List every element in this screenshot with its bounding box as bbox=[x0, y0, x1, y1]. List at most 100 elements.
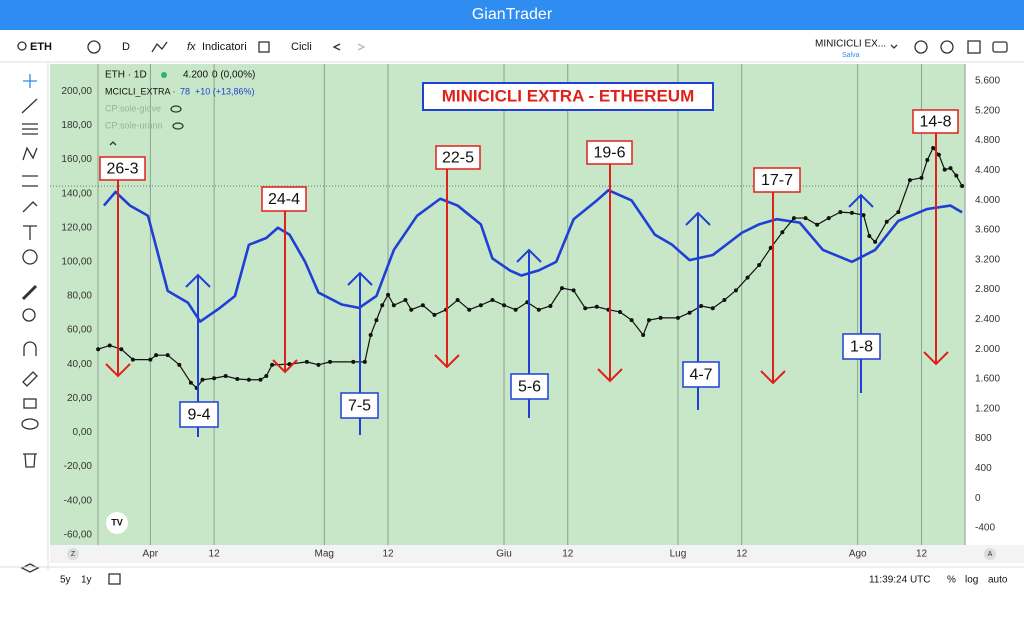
range-button[interactable]: 5y bbox=[60, 575, 71, 586]
scale-button-label[interactable]: Z bbox=[71, 551, 76, 558]
chart-type-icon[interactable] bbox=[151, 41, 168, 53]
undo[interactable] bbox=[332, 43, 341, 51]
legend-indicator: MCICLI_EXTRA · bbox=[105, 86, 176, 96]
cycle-label: 17-7 bbox=[761, 172, 793, 189]
price-point bbox=[223, 374, 228, 379]
price-point bbox=[478, 303, 483, 308]
cycle-label-box bbox=[912, 109, 959, 134]
series-line bbox=[102, 188, 963, 323]
y2-tick-label: 2.400 bbox=[975, 314, 1000, 325]
interval[interactable]: D bbox=[122, 41, 130, 53]
price-point bbox=[925, 157, 930, 162]
price-point bbox=[368, 333, 373, 338]
price-point bbox=[815, 222, 820, 227]
templates-icon[interactable] bbox=[258, 41, 270, 53]
fullscreen-icon[interactable] bbox=[967, 40, 981, 54]
cycle-label: 1-8 bbox=[850, 339, 873, 356]
stay-drawing-tool[interactable] bbox=[22, 371, 38, 387]
collapse-legend[interactable] bbox=[109, 141, 117, 146]
y2-tick-label: 5.600 bbox=[975, 76, 1000, 87]
layout-name[interactable]: MINICICLI EX... bbox=[815, 39, 886, 50]
y2-tick-label: 3.600 bbox=[975, 225, 1000, 236]
magnet-tool[interactable] bbox=[23, 341, 37, 356]
price-point bbox=[780, 230, 785, 235]
price-point bbox=[948, 166, 953, 171]
hidden-indicator[interactable]: CP:sole-giove bbox=[105, 103, 161, 113]
arrow-head bbox=[347, 271, 373, 286]
x-tick-label: 12 bbox=[382, 549, 394, 560]
auto-toggle[interactable]: auto bbox=[988, 575, 1008, 586]
brush-tool[interactable] bbox=[22, 201, 38, 213]
cycle-label: 14-8 bbox=[919, 114, 951, 131]
settings-icon[interactable] bbox=[940, 40, 954, 54]
projection-tool[interactable] bbox=[22, 175, 38, 187]
cycle-label: 7-5 bbox=[348, 398, 371, 415]
pattern-tool[interactable] bbox=[22, 146, 38, 161]
eye-icon[interactable] bbox=[172, 122, 184, 130]
date-range-icon[interactable] bbox=[108, 573, 121, 585]
clock: 11:39:24 UTC bbox=[869, 575, 931, 586]
price-point bbox=[658, 315, 663, 320]
price-point bbox=[768, 245, 773, 250]
scale-button[interactable] bbox=[984, 548, 996, 560]
search-icon[interactable] bbox=[17, 41, 27, 51]
fib-tool[interactable] bbox=[22, 123, 38, 135]
range-button[interactable]: 1y bbox=[81, 575, 92, 586]
alert-icon[interactable] bbox=[914, 40, 928, 54]
scale-button[interactable] bbox=[67, 548, 79, 560]
cycle-label-box bbox=[510, 373, 549, 400]
eye-icon[interactable] bbox=[170, 105, 182, 113]
price-point bbox=[699, 303, 704, 308]
price-point bbox=[873, 239, 878, 244]
percent-toggle[interactable]: % bbox=[947, 575, 956, 586]
price-point bbox=[316, 362, 321, 367]
price-point bbox=[177, 362, 182, 367]
y-tick-label: 20,00 bbox=[67, 393, 92, 404]
price-point bbox=[96, 347, 101, 352]
redo[interactable] bbox=[357, 43, 366, 51]
layers-icon[interactable] bbox=[20, 563, 40, 573]
cycle-label-box bbox=[435, 145, 481, 170]
arrow-head bbox=[185, 273, 211, 288]
title-box bbox=[422, 82, 714, 111]
cycle-label-box bbox=[340, 392, 379, 419]
price-point bbox=[107, 343, 112, 348]
ruler-tool[interactable] bbox=[21, 284, 38, 301]
zoom-tool[interactable] bbox=[22, 308, 36, 322]
price-point bbox=[710, 306, 715, 311]
arrow-head bbox=[685, 211, 711, 226]
price-point bbox=[646, 318, 651, 323]
arrow-head bbox=[272, 359, 298, 374]
trendline-tool[interactable] bbox=[21, 98, 38, 114]
symbol[interactable]: ETH bbox=[30, 41, 52, 53]
hide-tool[interactable] bbox=[21, 418, 39, 430]
cycle-label-box bbox=[586, 140, 633, 165]
snapshot-icon[interactable] bbox=[992, 41, 1008, 53]
delete-tool[interactable] bbox=[23, 453, 37, 468]
y-tick-label: 140,00 bbox=[61, 188, 92, 199]
add-button[interactable] bbox=[87, 40, 101, 54]
price-point bbox=[351, 359, 356, 364]
arrow-head bbox=[923, 351, 949, 366]
price-point bbox=[803, 216, 808, 221]
x-tick-label: Ago bbox=[849, 549, 867, 560]
price-point bbox=[791, 216, 796, 221]
crosshair-tool[interactable] bbox=[23, 74, 37, 88]
y-tick-label: 200,00 bbox=[61, 86, 92, 97]
price-point bbox=[154, 353, 159, 358]
price-point bbox=[583, 306, 588, 311]
hidden-indicator[interactable]: CP:sole-urano bbox=[105, 120, 163, 130]
save-label: Salva bbox=[842, 52, 860, 59]
indicators-button[interactable]: Indicatori bbox=[202, 41, 247, 53]
scale-button-label[interactable]: A bbox=[988, 551, 993, 558]
text-tool[interactable] bbox=[23, 225, 37, 240]
emoji-tool[interactable] bbox=[22, 249, 38, 265]
price-point bbox=[919, 175, 924, 180]
price-point bbox=[954, 173, 959, 178]
dropdown[interactable] bbox=[890, 44, 898, 49]
log-toggle[interactable]: log bbox=[965, 575, 978, 586]
cycles-button[interactable]: Cicli bbox=[291, 41, 312, 53]
cycle-label: 22-5 bbox=[442, 150, 474, 167]
lock-tool[interactable] bbox=[23, 398, 37, 409]
price-point bbox=[188, 380, 193, 385]
